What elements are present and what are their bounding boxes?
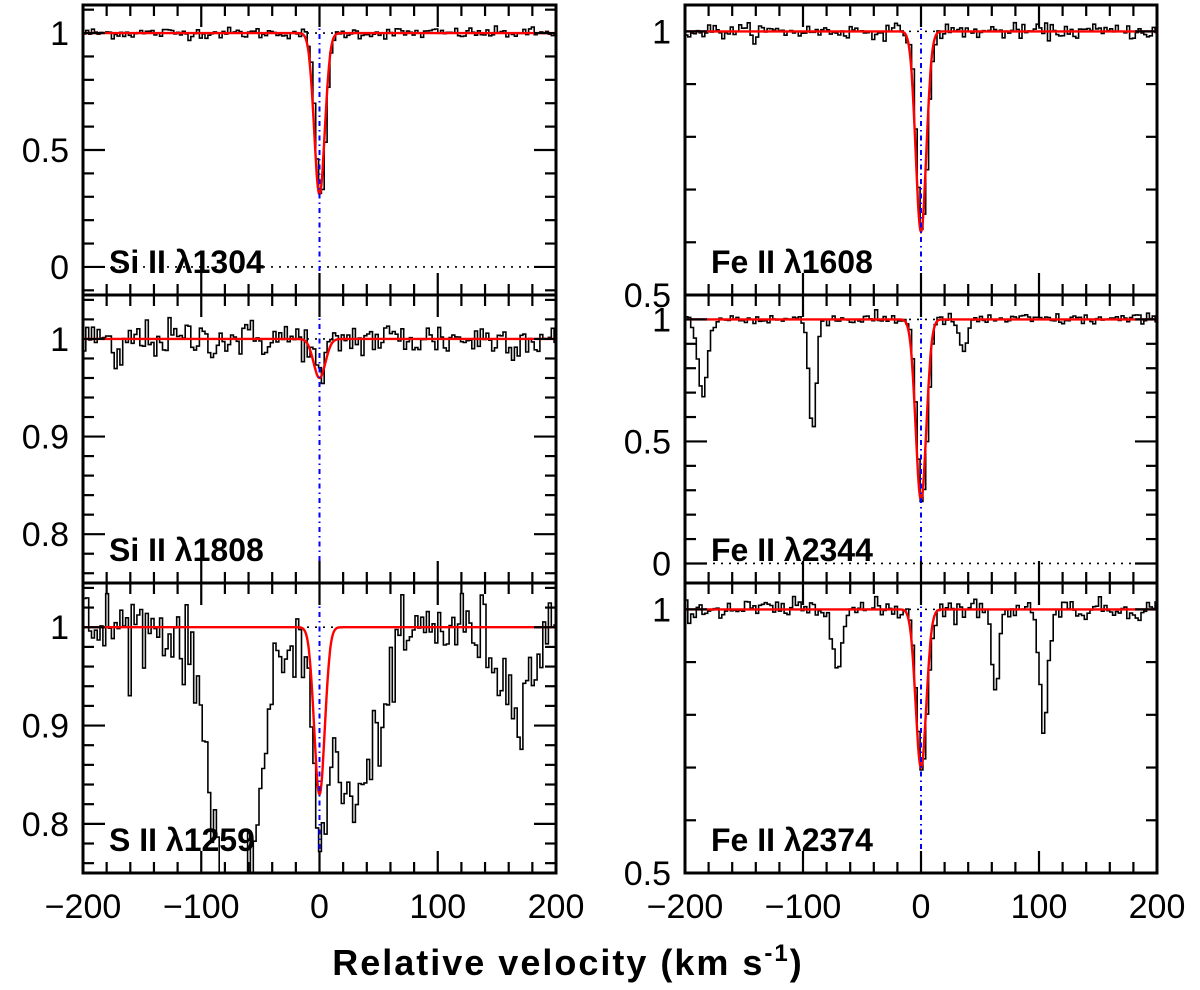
observed-spectrum	[685, 595, 1157, 771]
model-fit-line	[83, 626, 556, 797]
panel-fe-ii-1608: 0.5 1 Fe II λ1608	[624, 3, 1159, 315]
y-tick-label: 0	[652, 545, 671, 583]
x-tick-label: 0	[310, 888, 329, 926]
x-tick-label: 0	[912, 888, 931, 926]
y-tick-label: 0	[50, 249, 69, 287]
x-tick-label: −200	[45, 888, 122, 926]
ion-label: Fe II λ2344	[711, 532, 873, 568]
panel-s-ii-1259: 0.8 0.9 1 S II λ1259	[22, 581, 558, 875]
x-axis-title-main: Relative velocity (km s	[332, 942, 764, 983]
y-tick-label: 0.5	[624, 423, 671, 461]
y-tick-label: 1	[652, 13, 671, 51]
x-tick-label: −200	[647, 888, 724, 926]
y-tick-label: 0.5	[624, 855, 671, 893]
ion-label: Si II λ1808	[109, 532, 264, 568]
y-tick-label: 1	[50, 321, 69, 359]
y-tick-label: 0.5	[624, 277, 671, 315]
x-tick-label: 100	[1011, 888, 1068, 926]
ion-label: S II λ1259	[109, 822, 255, 858]
x-tick-label: 200	[1129, 888, 1186, 926]
y-tick-label: 0.9	[22, 708, 69, 746]
x-axis-title: Relative velocity (km s-1)	[332, 940, 804, 983]
panel-fe-ii-2344: 0 0.5 1 Fe II λ2344	[624, 293, 1159, 585]
y-tick-label: 0.8	[22, 516, 69, 554]
x-tick-label: −100	[765, 888, 842, 926]
y-tick-label: 0.9	[22, 419, 69, 457]
ion-label: Fe II λ1608	[711, 244, 873, 280]
y-tick-label: 0.5	[22, 132, 69, 170]
y-tick-label: 1	[50, 15, 69, 53]
y-tick-label: 0.8	[22, 806, 69, 844]
y-tick-label: 1	[652, 301, 671, 339]
ion-label: Si II λ1304	[109, 244, 264, 280]
x-tick-label: 100	[409, 888, 466, 926]
panel-si-ii-1304: 0 0.5 1 Si II λ1304	[22, 3, 558, 297]
x-tick-label: −100	[163, 888, 240, 926]
panel-si-ii-1808: 0.8 0.9 1 Si II λ1808	[22, 293, 558, 585]
model-fit-line	[685, 30, 1157, 235]
y-tick-label: 1	[652, 591, 671, 629]
x-axis-title-close: )	[790, 942, 804, 983]
ion-label: Fe II λ2374	[711, 822, 873, 858]
panel-fe-ii-2374: 0.5 1 Fe II λ2374	[624, 581, 1159, 893]
model-fit-line	[83, 31, 556, 197]
x-tick-label: 200	[528, 888, 585, 926]
x-axis-title-exponent: -1	[764, 940, 789, 967]
y-tick-label: 1	[50, 609, 69, 647]
